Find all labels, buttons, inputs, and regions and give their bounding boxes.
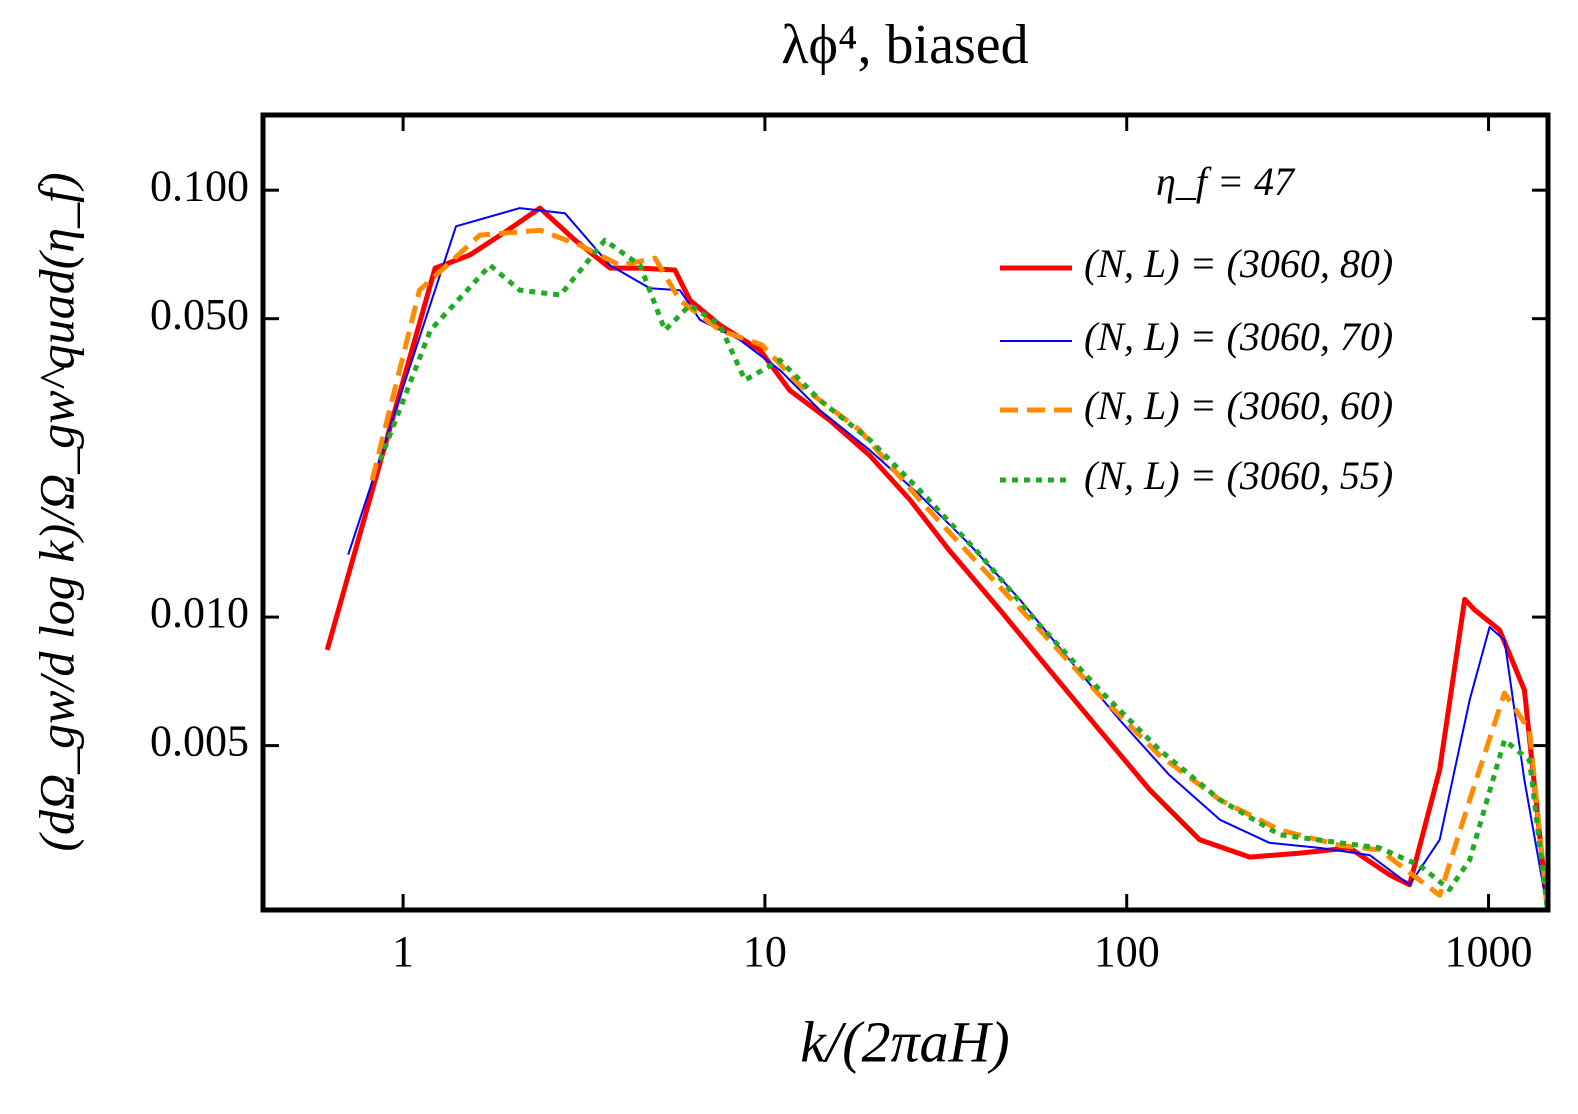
legend-label: (N, L) = (3060, 55) <box>1084 453 1393 498</box>
legend-title: η_f = 47 <box>1156 159 1296 204</box>
y-tick-label: 0.100 <box>150 161 249 210</box>
x-tick-label: 100 <box>1094 927 1160 976</box>
plot-frame <box>260 112 1551 913</box>
y-tick-label: 0.005 <box>150 717 249 766</box>
x-axis-label: k/(2πaH) <box>800 1009 1009 1074</box>
x-tick-label: 1000 <box>1445 927 1533 976</box>
data-line <box>377 237 1550 911</box>
x-tick-label: 1 <box>392 927 414 976</box>
y-tick-label: 0.050 <box>150 290 249 339</box>
legend-label: (N, L) = (3060, 70) <box>1084 314 1393 359</box>
y-axis-label: (dΩ_gw/d log k)/Ω_gw^quad(η_f) <box>28 172 84 851</box>
legend-label: (N, L) = (3060, 60) <box>1084 383 1393 428</box>
legend-label: (N, L) = (3060, 80) <box>1084 241 1393 286</box>
y-tick-label: 0.010 <box>150 588 249 637</box>
chart-title: λϕ⁴, biased <box>781 14 1028 76</box>
x-tick-label: 10 <box>743 927 787 976</box>
